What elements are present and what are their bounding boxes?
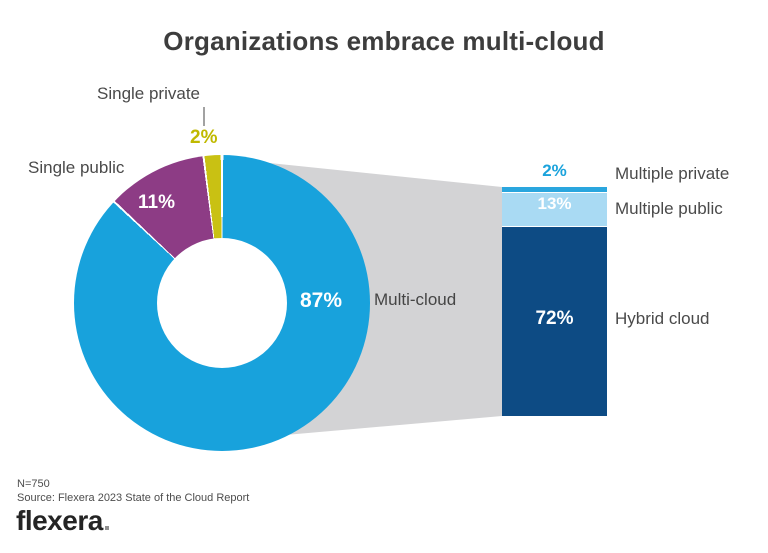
- sample-size-note: N=750: [17, 478, 50, 490]
- bar-segment-divider: [502, 192, 607, 193]
- label-single-public: Single public: [28, 158, 125, 177]
- leader-line-single-private: [203, 107, 205, 126]
- trademark-dot: [104, 526, 109, 530]
- flexera-logo: flexera: [16, 505, 109, 537]
- label-hybrid-cloud: Hybrid cloud: [615, 309, 710, 328]
- value-multi-cloud: 87%: [300, 289, 343, 312]
- chart-title: Organizations embrace multi-cloud: [163, 26, 605, 56]
- donut-chart: [74, 155, 370, 451]
- label-multiple-public: Multiple public: [615, 199, 723, 218]
- label-multi-cloud: Multi-cloud: [374, 290, 457, 309]
- bar-segment-hybrid-cloud: [502, 227, 607, 416]
- value-single-private: 2%: [190, 127, 218, 148]
- label-multiple-private: Multiple private: [615, 164, 730, 183]
- source-note: Source: Flexera 2023 State of the Cloud …: [17, 492, 250, 504]
- bar-segment-multiple-public: [502, 193, 607, 226]
- value-multiple-public: 13%: [537, 194, 572, 213]
- donut-hole: [157, 238, 287, 368]
- value-hybrid-cloud: 72%: [535, 308, 574, 329]
- stacked-bar: [502, 187, 607, 416]
- bar-segment-multiple-private: [502, 187, 607, 192]
- label-single-private: Single private: [97, 84, 201, 103]
- flexera-logo-text: flexera: [16, 505, 103, 536]
- bar-segment-divider: [502, 226, 607, 227]
- value-multiple-private: 2%: [542, 161, 567, 180]
- value-single-public: 11%: [138, 192, 175, 213]
